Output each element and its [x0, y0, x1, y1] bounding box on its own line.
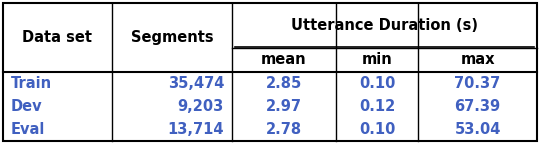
- Text: Utterance Duration (s): Utterance Duration (s): [291, 18, 478, 33]
- Text: 53.04: 53.04: [454, 122, 501, 137]
- Text: Eval: Eval: [11, 122, 45, 137]
- Text: 0.12: 0.12: [359, 99, 395, 114]
- Text: Dev: Dev: [11, 99, 43, 114]
- Text: 2.78: 2.78: [266, 122, 302, 137]
- Text: Data set: Data set: [23, 30, 92, 45]
- Text: 0.10: 0.10: [359, 76, 395, 91]
- Text: 67.39: 67.39: [455, 99, 501, 114]
- Text: max: max: [460, 53, 495, 68]
- Text: Segments: Segments: [131, 30, 213, 45]
- Text: 9,203: 9,203: [178, 99, 224, 114]
- Text: mean: mean: [261, 53, 307, 68]
- Text: Train: Train: [11, 76, 52, 91]
- Text: 13,714: 13,714: [167, 122, 224, 137]
- Text: 35,474: 35,474: [167, 76, 224, 91]
- Text: 0.10: 0.10: [359, 122, 395, 137]
- Text: 2.85: 2.85: [266, 76, 302, 91]
- Text: min: min: [362, 53, 393, 68]
- Text: 70.37: 70.37: [454, 76, 501, 91]
- Text: 2.97: 2.97: [266, 99, 302, 114]
